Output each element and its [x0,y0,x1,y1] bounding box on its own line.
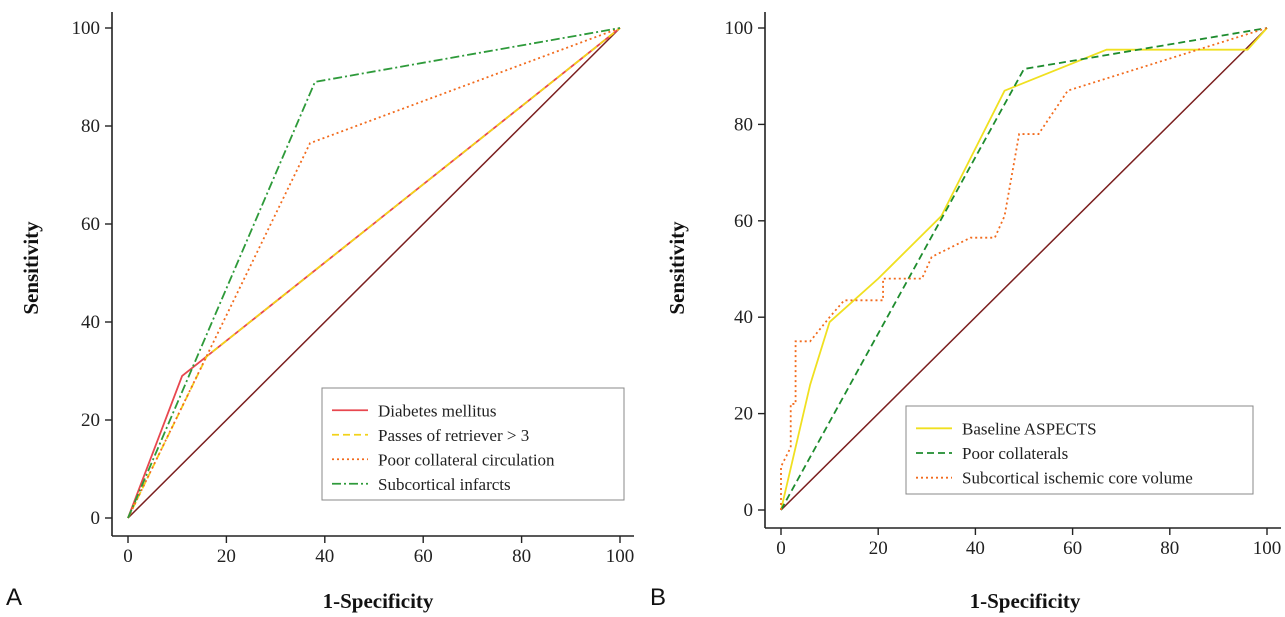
y-axis-title-b: Sensitivity [665,221,689,315]
x-axis-title-a: 1-Specificity [323,589,434,613]
reference-line-b [780,27,1268,511]
series-b [780,27,1268,511]
x-tick-label-a: 40 [315,546,334,567]
legend-label-a-1: Passes of retriever > 3 [378,426,529,445]
y-tick-label-b: 0 [744,500,754,521]
series-line-a-1 [127,27,621,519]
x-tick-label-a: 80 [512,546,531,567]
x-tick-label-b: 0 [776,538,786,559]
legend-label-a-2: Poor collateral circulation [378,450,555,469]
legend-box-a [321,387,625,501]
legend-box-b [905,405,1254,495]
series-line-a-3 [127,27,621,519]
y-tick-label-a: 80 [81,116,100,137]
y-tick-label-b: 100 [725,18,754,39]
y-tick-label-a: 20 [81,410,100,431]
series-a [127,27,621,519]
x-axis-title-b: 1-Specificity [970,589,1081,613]
x-tick-label-a: 0 [123,546,133,567]
legend-label-b-0: Baseline ASPECTS [962,419,1097,438]
x-tick-label-a: 60 [414,546,433,567]
reference-line-a [127,27,621,519]
axes-b: 0 20 40 60 80 100 0 20 40 60 80 100 [725,12,1282,559]
y-tick-label-a: 60 [81,214,100,235]
y-tick-label-b: 80 [734,114,753,135]
x-tick-label-b: 80 [1160,538,1179,559]
legend-label-a-3: Subcortical infarcts [378,475,511,494]
y-tick-label-a: 40 [81,312,100,333]
panel-label-a: A [6,584,22,611]
y-tick-label-b: 40 [734,307,753,328]
series-line-b-1 [780,27,1268,511]
legend-label-b-1: Poor collaterals [962,444,1068,463]
panel-label-b: B [650,584,666,611]
legend-label-b-2: Subcortical ischemic core volume [962,469,1193,488]
legend-b: Baseline ASPECTS Poor collaterals Subcorti… [905,405,1254,495]
legend-label-a-0: Diabetes mellitus [378,401,497,420]
series-line-a-2 [127,27,621,519]
y-tick-label-b: 20 [734,404,753,425]
x-tick-label-a: 20 [217,546,236,567]
x-tick-label-a: 100 [606,546,635,567]
y-tick-label-b: 60 [734,211,753,232]
x-tick-label-b: 20 [869,538,888,559]
roc-chart-a: 0 20 40 60 80 100 0 20 40 60 80 100 Diabetes mellit… [6,12,634,613]
y-tick-label-a: 100 [72,18,101,39]
x-tick-label-b: 100 [1253,538,1282,559]
legend-a: Diabetes mellitus Passes of retriever > 3… [321,387,625,501]
x-tick-label-b: 60 [1063,538,1082,559]
y-axis-title-a: Sensitivity [19,221,43,315]
axes-a: 0 20 40 60 80 100 0 20 40 60 80 100 [72,12,635,567]
roc-chart-b: 0 20 40 60 80 100 0 20 40 60 80 100 Baseline ASPECT… [650,12,1281,613]
y-tick-label-a: 0 [91,508,101,529]
x-tick-label-b: 40 [966,538,985,559]
series-line-b-0 [780,27,1268,511]
